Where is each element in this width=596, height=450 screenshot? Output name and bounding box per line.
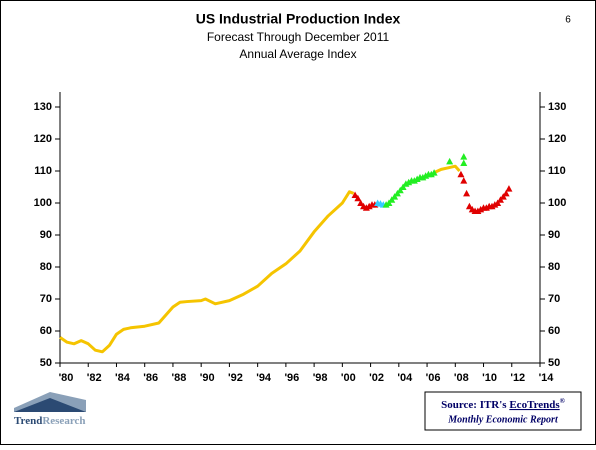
y-tick-label: 120 — [34, 133, 52, 145]
source-box: Source: ITR's EcoTrends® Monthly Economi… — [424, 391, 582, 431]
y-tick-label: 60 — [40, 325, 52, 337]
y2-tick-label: 70 — [548, 293, 560, 305]
y2-tick-label: 90 — [548, 229, 560, 241]
x-tick-label: '86 — [143, 372, 158, 384]
x-tick-label: '94 — [256, 372, 272, 384]
y2-tick-label: 120 — [548, 133, 566, 145]
x-tick-label: '92 — [228, 372, 243, 384]
y2-tick-label: 80 — [548, 261, 560, 273]
x-tick-label: '80 — [59, 372, 74, 384]
x-tick-label: '98 — [313, 372, 328, 384]
marker — [351, 191, 359, 198]
x-tick-label: '08 — [454, 372, 469, 384]
marker — [465, 202, 473, 210]
x-tick-label: '14 — [539, 372, 555, 384]
y-tick-label: 130 — [34, 101, 52, 113]
x-tick-label: '12 — [510, 372, 525, 384]
x-tick-label: '88 — [172, 372, 187, 384]
x-tick-label: '00 — [341, 372, 356, 384]
x-tick-label: '90 — [200, 372, 215, 384]
y2-tick-label: 50 — [548, 357, 560, 369]
marker — [457, 170, 465, 178]
y2-tick-label: 100 — [548, 197, 566, 209]
x-tick-label: '04 — [397, 372, 413, 384]
source-frame — [424, 391, 582, 431]
marker — [446, 157, 454, 165]
logo-shape — [14, 398, 86, 412]
marker — [460, 153, 468, 160]
chart-subtitle: Forecast Through December 2011 — [207, 30, 390, 44]
marker — [430, 169, 438, 176]
x-tick-label: '82 — [87, 372, 102, 384]
logo: TrendResearch — [14, 392, 86, 427]
y-tick-label: 90 — [40, 229, 52, 241]
page-number: 6 — [565, 15, 571, 26]
logo-text: TrendResearch — [14, 415, 86, 427]
x-tick-label: '96 — [284, 372, 299, 384]
y-tick-label: 70 — [40, 293, 52, 305]
marker — [502, 189, 510, 197]
marker — [460, 159, 468, 166]
chart-title: US Industrial Production Index — [196, 11, 401, 27]
y2-tick-label: 110 — [548, 165, 566, 177]
marker — [460, 177, 468, 184]
chart-subtitle: Annual Average Index — [239, 47, 356, 61]
line — [59, 190, 355, 354]
line — [433, 164, 461, 174]
marker — [357, 199, 365, 206]
x-tick-label: '02 — [369, 372, 384, 384]
y-tick-label: 110 — [34, 165, 52, 177]
x-tick-label: '06 — [426, 372, 441, 384]
source-report: Monthly Economic Report — [447, 414, 559, 425]
y-tick-label: 50 — [40, 357, 52, 369]
y2-tick-label: 60 — [548, 325, 560, 337]
marker — [463, 189, 471, 197]
y2-tick-label: 130 — [548, 101, 566, 113]
x-tick-label: '84 — [115, 372, 131, 384]
marker — [505, 185, 513, 192]
marker — [354, 194, 362, 202]
source-text: Source: ITR's EcoTrends® — [441, 397, 566, 411]
y-tick-label: 80 — [40, 261, 52, 273]
x-tick-label: '10 — [482, 372, 497, 384]
y-tick-label: 100 — [34, 197, 52, 209]
